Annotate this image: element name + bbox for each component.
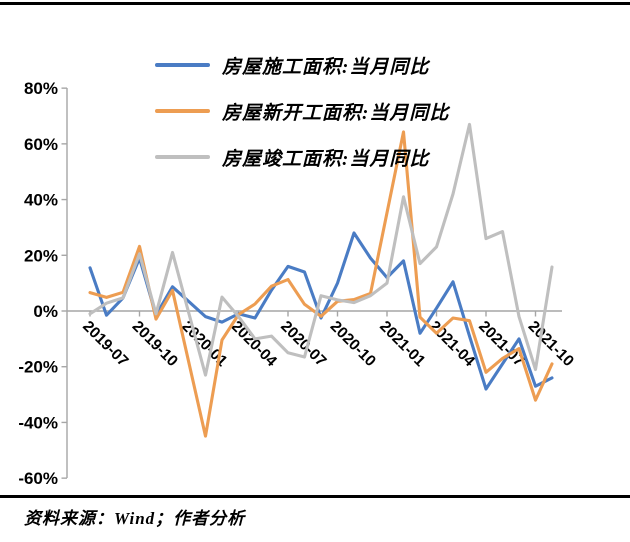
svg-text:60%: 60%: [24, 135, 58, 154]
legend-label-construction: 房屋施工面积:当月同比: [222, 56, 430, 78]
chart-legend: 房屋施工面积:当月同比 房屋新开工面积:当月同比 房屋竣工面积:当月同比: [155, 42, 449, 180]
source-note: 资料来源：Wind；作者分析: [24, 509, 246, 528]
svg-text:80%: 80%: [24, 79, 58, 98]
svg-text:2020-07: 2020-07: [277, 318, 329, 370]
top-border-rule: [0, 2, 630, 5]
svg-text:2020-04: 2020-04: [228, 318, 281, 371]
svg-text:2019-07: 2019-07: [79, 318, 131, 370]
svg-text:0%: 0%: [33, 302, 58, 321]
svg-text:2020-10: 2020-10: [327, 318, 379, 370]
svg-text:-40%: -40%: [18, 413, 58, 432]
svg-text:20%: 20%: [24, 246, 58, 265]
legend-item-new-starts: 房屋新开工面积:当月同比: [155, 88, 449, 134]
svg-text:-60%: -60%: [18, 469, 58, 488]
legend-item-completions: 房屋竣工面积:当月同比: [155, 134, 449, 180]
svg-text:2019-10: 2019-10: [129, 318, 181, 370]
construction-series-swatch: [155, 63, 210, 67]
legend-label-completions: 房屋竣工面积:当月同比: [222, 148, 430, 170]
legend-label-new-starts: 房屋新开工面积:当月同比: [222, 102, 450, 124]
svg-text:-20%: -20%: [18, 358, 58, 377]
svg-text:2021-01: 2021-01: [376, 318, 429, 371]
legend-item-construction: 房屋施工面积:当月同比: [155, 42, 449, 88]
bottom-border-rule: [0, 495, 630, 498]
new-starts-series-swatch: [155, 109, 210, 113]
svg-text:40%: 40%: [24, 191, 58, 210]
completions-series-swatch: [155, 155, 210, 159]
